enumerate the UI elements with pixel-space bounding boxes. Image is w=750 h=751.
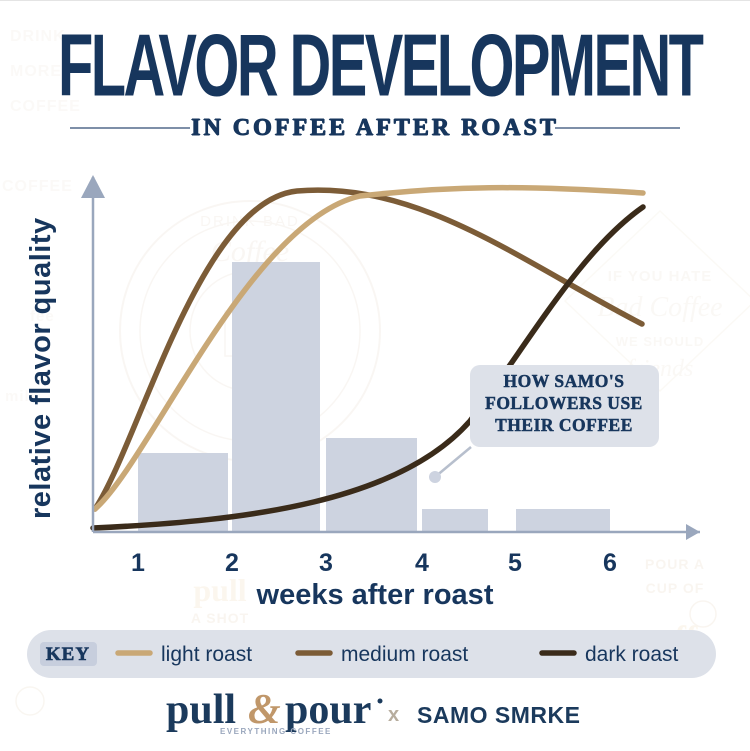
svg-text:SAMO SMRKE: SAMO SMRKE	[417, 702, 580, 728]
svg-text:EVERYTHING COFFEE: EVERYTHING COFFEE	[220, 727, 332, 736]
svg-text:x: x	[388, 704, 399, 726]
